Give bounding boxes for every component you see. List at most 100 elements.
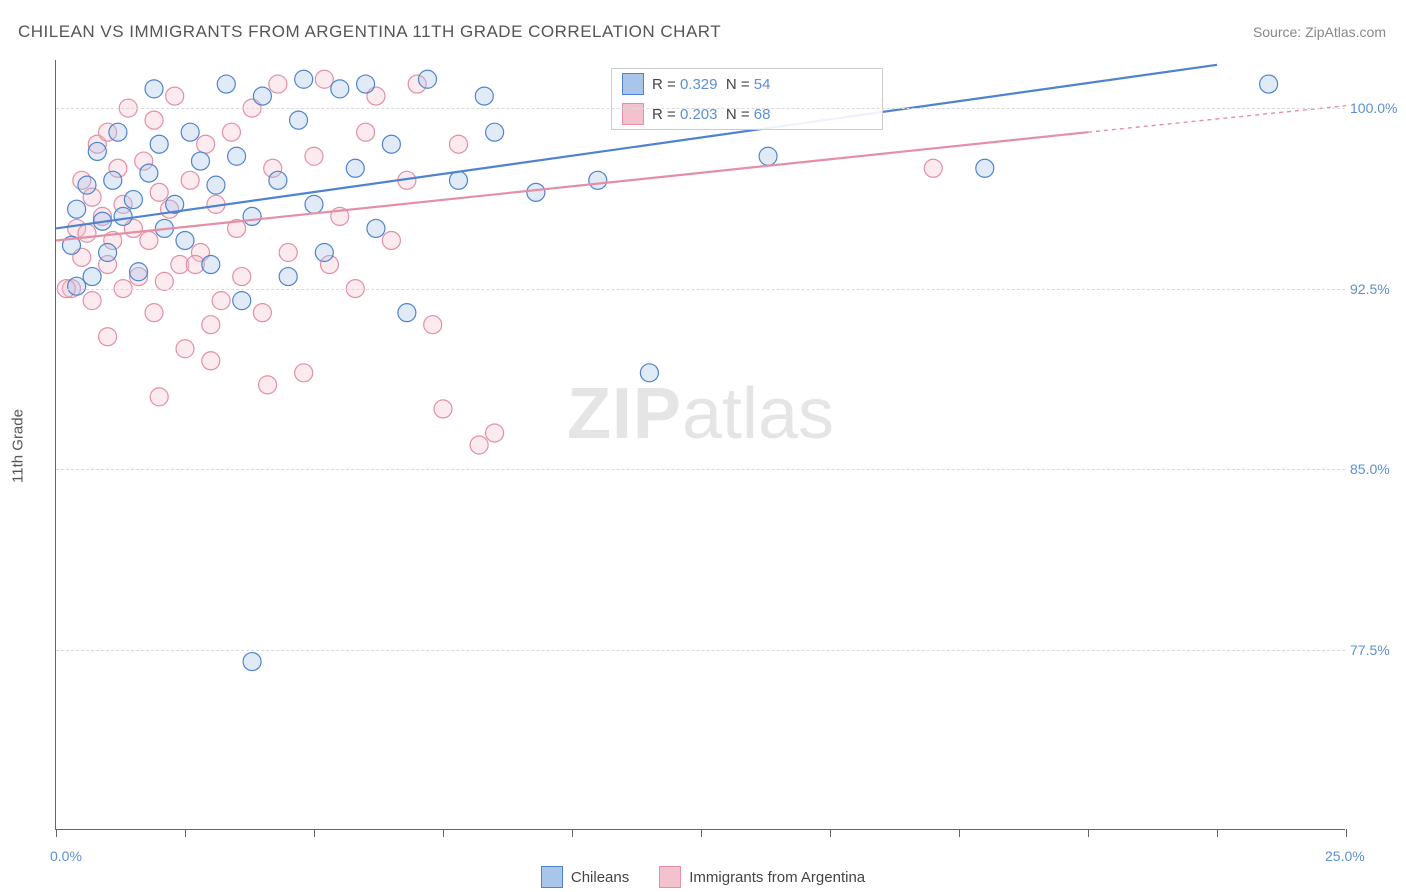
data-point-argentina	[424, 316, 442, 334]
data-point-chileans	[527, 183, 545, 201]
swatch-icon	[659, 866, 681, 888]
data-point-chileans	[109, 123, 127, 141]
data-point-argentina	[305, 147, 323, 165]
x-tick	[1088, 829, 1089, 837]
data-point-argentina	[99, 328, 117, 346]
data-point-argentina	[202, 316, 220, 334]
data-point-chileans	[295, 70, 313, 88]
y-tick-label: 77.5%	[1350, 642, 1405, 658]
legend-label: Chileans	[571, 869, 629, 886]
data-point-chileans	[99, 244, 117, 262]
data-point-chileans	[191, 152, 209, 170]
data-point-argentina	[357, 123, 375, 141]
data-point-argentina	[176, 340, 194, 358]
data-point-chileans	[78, 176, 96, 194]
data-point-chileans	[315, 244, 333, 262]
data-point-chileans	[243, 653, 261, 671]
data-point-argentina	[145, 111, 163, 129]
y-tick-label: 92.5%	[1350, 281, 1405, 297]
source-attribution: Source: ZipAtlas.com	[1253, 24, 1386, 40]
data-point-argentina	[924, 159, 942, 177]
regression-extrapolate-argentina	[1088, 106, 1346, 132]
data-point-chileans	[346, 159, 364, 177]
data-point-chileans	[357, 75, 375, 93]
gridline-h	[56, 650, 1345, 651]
data-point-chileans	[475, 87, 493, 105]
data-point-chileans	[449, 171, 467, 189]
chart-svg	[56, 60, 1345, 829]
data-point-chileans	[207, 176, 225, 194]
data-point-argentina	[150, 183, 168, 201]
data-point-chileans	[269, 171, 287, 189]
swatch-icon	[541, 866, 563, 888]
x-tick	[185, 829, 186, 837]
data-point-argentina	[166, 87, 184, 105]
data-point-chileans	[419, 70, 437, 88]
x-tick-label-min: 0.0%	[50, 848, 82, 864]
data-point-argentina	[202, 352, 220, 370]
data-point-chileans	[759, 147, 777, 165]
data-point-chileans	[130, 263, 148, 281]
data-point-argentina	[83, 292, 101, 310]
data-point-argentina	[150, 388, 168, 406]
data-point-argentina	[197, 135, 215, 153]
data-point-argentina	[259, 376, 277, 394]
data-point-chileans	[176, 231, 194, 249]
data-point-argentina	[315, 70, 333, 88]
gridline-h	[56, 469, 1345, 470]
x-tick	[572, 829, 573, 837]
data-point-chileans	[124, 191, 142, 209]
data-point-chileans	[68, 200, 86, 218]
data-point-chileans	[486, 123, 504, 141]
data-point-chileans	[114, 207, 132, 225]
data-point-chileans	[228, 147, 246, 165]
data-point-argentina	[295, 364, 313, 382]
legend-item-chileans: Chileans	[541, 866, 629, 888]
x-tick	[56, 829, 57, 837]
x-tick	[314, 829, 315, 837]
data-point-argentina	[470, 436, 488, 454]
data-point-argentina	[486, 424, 504, 442]
x-tick	[959, 829, 960, 837]
data-point-chileans	[104, 171, 122, 189]
data-point-chileans	[640, 364, 658, 382]
legend-r-chileans: R = 0.329 N = 54	[652, 76, 770, 93]
data-point-argentina	[78, 224, 96, 242]
x-tick	[1217, 829, 1218, 837]
data-point-argentina	[382, 231, 400, 249]
data-point-chileans	[202, 256, 220, 274]
data-point-chileans	[290, 111, 308, 129]
data-point-chileans	[398, 304, 416, 322]
x-tick	[443, 829, 444, 837]
data-point-chileans	[140, 164, 158, 182]
data-point-argentina	[140, 231, 158, 249]
data-point-chileans	[217, 75, 235, 93]
x-tick	[701, 829, 702, 837]
data-point-chileans	[367, 219, 385, 237]
data-point-chileans	[331, 80, 349, 98]
data-point-chileans	[305, 195, 323, 213]
x-tick	[830, 829, 831, 837]
x-tick-label-max: 25.0%	[1325, 848, 1365, 864]
data-point-argentina	[145, 304, 163, 322]
series-legend: Chileans Immigrants from Argentina	[0, 866, 1406, 888]
gridline-h	[56, 289, 1345, 290]
data-point-argentina	[279, 244, 297, 262]
data-point-chileans	[83, 268, 101, 286]
data-point-argentina	[253, 304, 271, 322]
data-point-chileans	[181, 123, 199, 141]
chart-title: CHILEAN VS IMMIGRANTS FROM ARGENTINA 11T…	[18, 22, 721, 42]
data-point-chileans	[279, 268, 297, 286]
data-point-argentina	[181, 171, 199, 189]
y-tick-label: 100.0%	[1350, 100, 1405, 116]
gridline-h	[56, 108, 1345, 109]
legend-row-argentina: R = 0.203 N = 68	[612, 99, 882, 129]
data-point-chileans	[253, 87, 271, 105]
data-point-chileans	[68, 277, 86, 295]
correlation-legend: R = 0.329 N = 54 R = 0.203 N = 68	[611, 68, 883, 130]
legend-label: Immigrants from Argentina	[689, 869, 865, 886]
data-point-chileans	[233, 292, 251, 310]
data-point-argentina	[233, 268, 251, 286]
y-axis-label: 11th Grade	[10, 409, 27, 483]
data-point-argentina	[212, 292, 230, 310]
